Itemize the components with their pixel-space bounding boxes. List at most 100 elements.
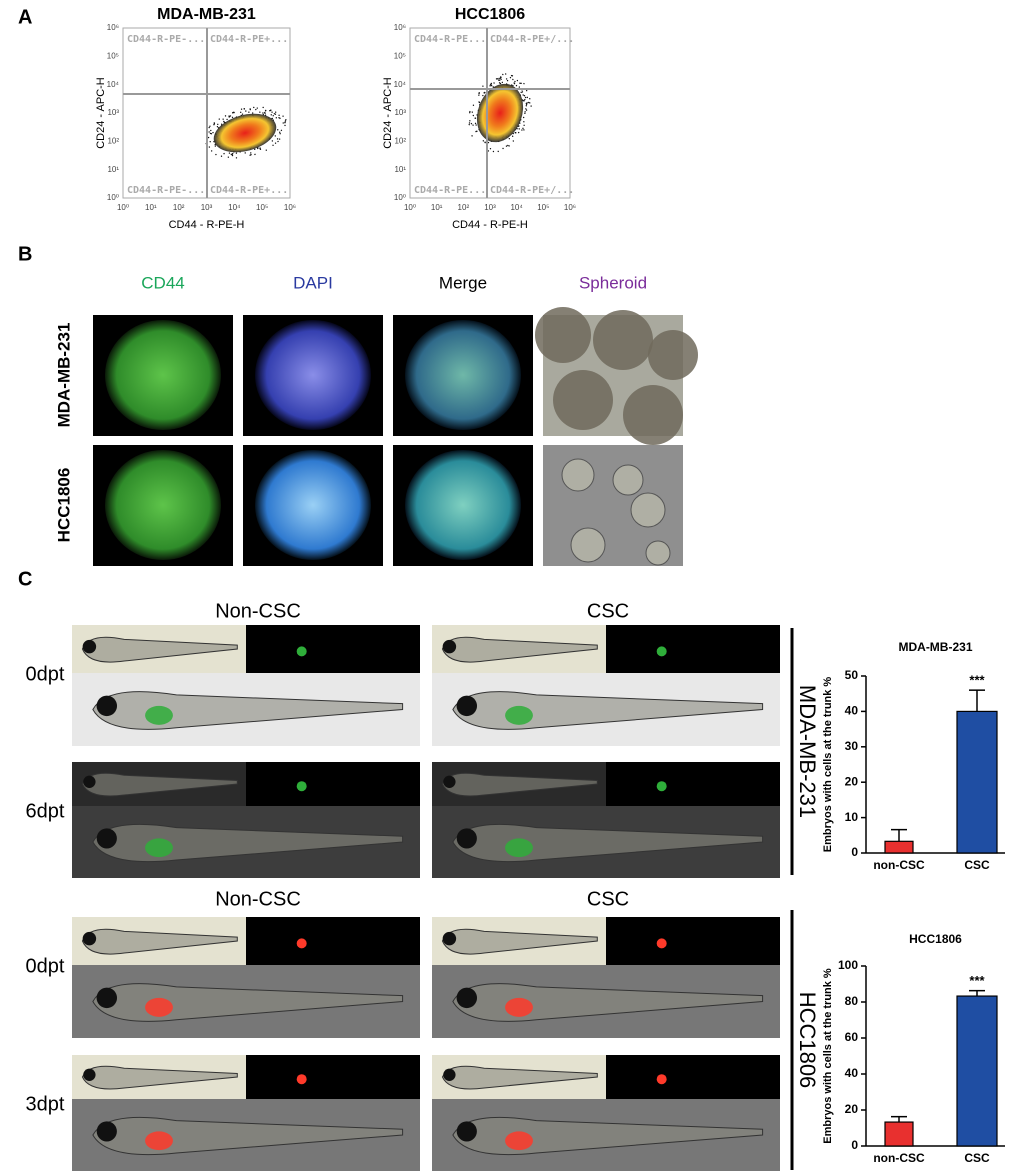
flow-event (231, 152, 234, 155)
quadrant-label: CD44-R-PE-... (127, 34, 205, 45)
flow-event (262, 112, 264, 114)
flow-event (245, 110, 247, 112)
flow-event (498, 82, 501, 84)
fish-eye (96, 987, 118, 1009)
y-tick-label: 10⁰ (107, 193, 119, 202)
fish-eye (456, 987, 478, 1009)
quadrant-label: CD44-R-PE+... (210, 34, 288, 45)
chart-title: MDA-MB-231 (898, 640, 972, 654)
flow-event (285, 119, 287, 121)
x-tick-label: 10³ (484, 203, 496, 212)
flow-event (520, 82, 522, 85)
y-tick-label: 10⁶ (394, 23, 406, 32)
flow-event (522, 94, 524, 96)
fluorescence-signal (296, 938, 307, 949)
flow-event (271, 140, 274, 142)
y-tick-label: 10⁴ (394, 80, 407, 89)
flow-event (527, 101, 530, 104)
y-tick-label: 40 (845, 704, 859, 718)
y-axis-label: CD24 - APC-H (95, 77, 107, 149)
flow-event (497, 150, 499, 153)
flow-event (475, 130, 477, 133)
x-tick-label: 10³ (201, 203, 213, 212)
panel-label: C (18, 568, 32, 590)
column-header: Merge (439, 273, 487, 292)
flow-event (271, 111, 273, 113)
flow-event (255, 108, 257, 111)
flow-event (502, 73, 504, 76)
y-tick-label: 30 (845, 739, 859, 753)
y-tick-label: 20 (845, 774, 859, 788)
flow-event (513, 82, 516, 85)
flow-event (235, 152, 238, 154)
flow-event (241, 113, 244, 115)
flow-event (520, 91, 522, 94)
flow-event (265, 109, 267, 112)
spheroid (648, 330, 698, 380)
flow-event (472, 124, 474, 126)
y-tick-label: 50 (845, 668, 859, 682)
x-tick-label: 10⁵ (256, 203, 268, 212)
fluorescent-cells (145, 838, 173, 858)
spheroid-signal (405, 450, 521, 560)
fluorescence-signal (296, 781, 307, 792)
row-label: HCC1806 (54, 468, 73, 543)
flow-event (282, 122, 284, 124)
flow-event (469, 110, 471, 113)
flow-event (515, 84, 518, 87)
flow-event (489, 85, 491, 87)
flow-event (523, 95, 526, 97)
flow-event (471, 111, 473, 113)
flow-event (514, 131, 516, 134)
x-tick-label: 10⁵ (537, 203, 549, 212)
flow-event (208, 146, 211, 148)
chart-title: HCC1806 (909, 932, 962, 946)
group-header: CSC (587, 600, 629, 622)
x-tick-label: non-CSC (873, 1151, 925, 1165)
flow-event (276, 138, 279, 140)
flow-event (468, 122, 471, 124)
fluorescence-signal (296, 646, 307, 657)
flow-event (249, 108, 251, 111)
y-tick-label: 10² (107, 136, 119, 145)
flow-event (517, 131, 520, 134)
y-axis-label: CD24 - APC-H (382, 77, 394, 149)
fluorescence-signal (296, 1074, 307, 1085)
flow-event (229, 115, 232, 117)
spheroid (570, 527, 606, 563)
flow-event (518, 86, 521, 88)
flow-event (264, 112, 266, 115)
y-tick-label: 10⁶ (107, 23, 119, 32)
spheroid (630, 492, 666, 528)
quadrant-label: CD44-R-PE... (414, 34, 486, 45)
flow-event (209, 140, 211, 143)
spheroid (612, 464, 644, 496)
spheroid-signal (255, 320, 371, 430)
flow-event (530, 105, 532, 107)
fish-eye (443, 1068, 456, 1081)
timepoint-label: 0dpt (26, 955, 65, 977)
x-tick-label: 10¹ (431, 203, 443, 212)
flow-event (249, 154, 251, 156)
flow-event (493, 82, 495, 84)
timepoint-label: 0dpt (26, 663, 65, 685)
flow-event (278, 114, 280, 117)
flow-event (279, 131, 281, 133)
flow-event (259, 111, 261, 113)
flow-event (525, 89, 528, 92)
fluorescence-signal (656, 646, 667, 657)
x-tick-label: 10⁴ (228, 203, 241, 212)
y-tick-label: 10⁴ (107, 80, 120, 89)
significance: *** (969, 673, 985, 688)
y-tick-label: 10⁰ (394, 193, 406, 202)
flow-density (476, 83, 524, 143)
flow-event (243, 108, 245, 110)
x-axis-label: CD44 - R-PE-H (452, 219, 528, 231)
fluorescence-image (606, 1055, 780, 1099)
fluorescence-image (246, 762, 420, 806)
fluorescence-image (246, 1055, 420, 1099)
flow-event (222, 118, 224, 120)
flow-event (525, 103, 528, 106)
flow-event (209, 125, 211, 127)
quadrant-label: CD44-R-PE+/... (490, 34, 574, 45)
